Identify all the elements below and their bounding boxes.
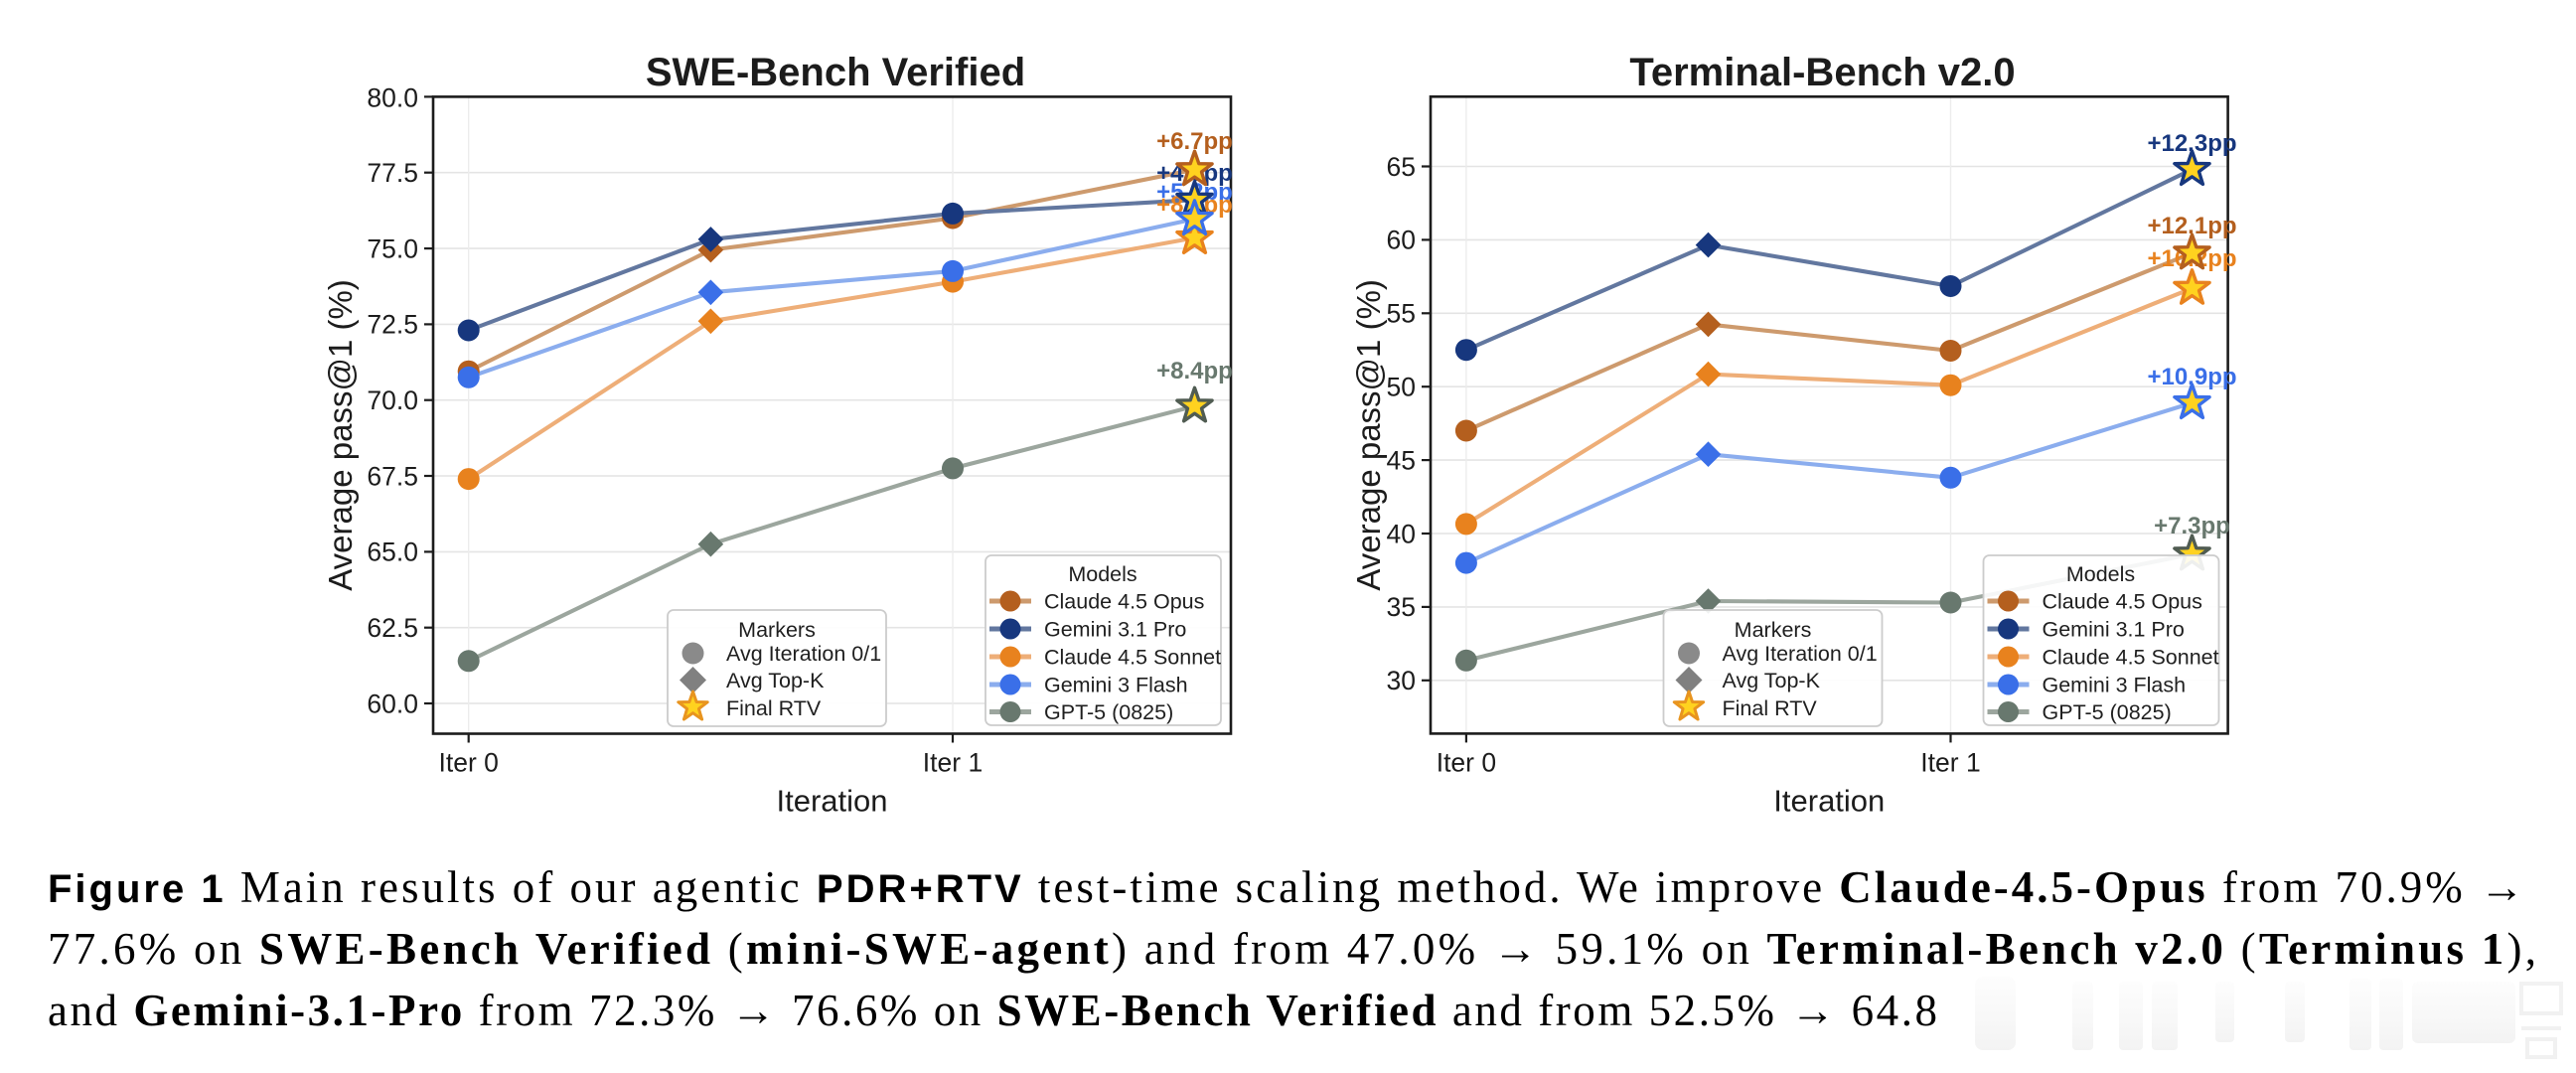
svg-text:55: 55 [1387, 299, 1416, 329]
svg-text:35: 35 [1387, 592, 1416, 622]
svg-text:GPT-5 (0825): GPT-5 (0825) [1044, 700, 1173, 724]
svg-text:60.0: 60.0 [367, 689, 418, 718]
svg-text:Final RTV: Final RTV [726, 696, 822, 720]
svg-text:72.5: 72.5 [367, 310, 418, 340]
svg-text:Gemini 3 Flash: Gemini 3 Flash [2043, 674, 2187, 697]
svg-text:77.6% on SWE-Bench Verified (m: 77.6% on SWE-Bench Verified (mini-SWE-ag… [48, 924, 2536, 974]
svg-text:Average pass@1 (%): Average pass@1 (%) [1350, 279, 1387, 591]
svg-text:70.0: 70.0 [367, 385, 418, 415]
svg-text:Markers: Markers [738, 618, 816, 642]
svg-text:Terminal-Bench v2.0: Terminal-Bench v2.0 [1629, 51, 2015, 94]
svg-text:67.5: 67.5 [367, 461, 418, 491]
svg-text:Iter 1: Iter 1 [1920, 747, 1980, 777]
svg-text:Claude 4.5 Sonnet: Claude 4.5 Sonnet [2043, 646, 2219, 670]
svg-text:62.5: 62.5 [367, 613, 418, 643]
svg-text:Models: Models [1068, 562, 1136, 586]
svg-text:60: 60 [1387, 226, 1416, 255]
svg-text:Iter 1: Iter 1 [923, 748, 983, 778]
svg-text:Iter 0: Iter 0 [1437, 747, 1496, 777]
svg-text:40: 40 [1387, 519, 1416, 548]
svg-text:65.0: 65.0 [367, 537, 418, 567]
svg-text:80.0: 80.0 [367, 82, 418, 112]
svg-text:30: 30 [1387, 666, 1416, 695]
svg-text:75.0: 75.0 [367, 233, 418, 263]
svg-text:Avg Top-K: Avg Top-K [726, 669, 825, 692]
svg-text:Avg Iteration 0/1: Avg Iteration 0/1 [1723, 642, 1878, 666]
svg-text:Models: Models [2066, 562, 2135, 586]
svg-text:Iteration: Iteration [776, 784, 887, 819]
svg-text:77.5: 77.5 [367, 158, 418, 188]
svg-text:Gemini 3 Flash: Gemini 3 Flash [1044, 674, 1188, 697]
svg-text:50: 50 [1387, 373, 1416, 402]
svg-text:Average pass@1 (%): Average pass@1 (%) [322, 279, 359, 591]
svg-text:Avg Top-K: Avg Top-K [1723, 669, 1821, 692]
svg-text:SWE-Bench Verified: SWE-Bench Verified [646, 51, 1025, 94]
svg-text:Figure 1 Main results of our: Figure 1 Main results of our agentic PDR… [48, 862, 2524, 912]
svg-text:Gemini 3.1 Pro: Gemini 3.1 Pro [2043, 618, 2185, 642]
svg-text:GPT-5 (0825): GPT-5 (0825) [2043, 700, 2172, 724]
svg-text:65: 65 [1387, 152, 1416, 182]
svg-text:+8.4pp: +8.4pp [1156, 358, 1233, 384]
svg-text:Claude 4.5 Opus: Claude 4.5 Opus [2043, 590, 2202, 614]
svg-text:Claude 4.5 Opus: Claude 4.5 Opus [1044, 590, 1204, 614]
svg-text:45: 45 [1387, 445, 1416, 475]
svg-text:Markers: Markers [1735, 618, 1812, 642]
svg-text:Iteration: Iteration [1773, 783, 1885, 818]
svg-text:Gemini 3.1 Pro: Gemini 3.1 Pro [1044, 618, 1186, 642]
svg-text:Final RTV: Final RTV [1723, 696, 1818, 720]
svg-text:Claude 4.5 Sonnet: Claude 4.5 Sonnet [1044, 646, 1221, 670]
svg-text:Iter 0: Iter 0 [439, 748, 499, 778]
svg-text:Avg Iteration 0/1: Avg Iteration 0/1 [726, 642, 881, 666]
